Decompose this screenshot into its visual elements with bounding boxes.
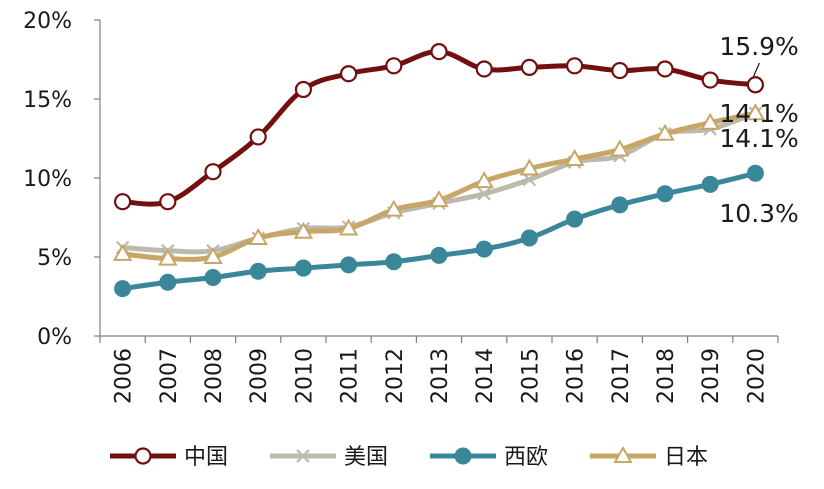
data-point-japan	[338, 218, 359, 236]
legend-label: 中国	[184, 445, 228, 470]
data-point-china	[294, 80, 312, 99]
series-western-europe	[114, 164, 764, 298]
y-tick-label: 15%	[23, 88, 72, 113]
data-point-western-europe	[611, 196, 629, 214]
data-point-china	[746, 76, 765, 94]
data-point-western-europe	[746, 164, 764, 182]
data-point-china	[340, 65, 358, 83]
legend-item-usa: 美国	[270, 445, 388, 470]
data-point-japan	[248, 228, 268, 246]
data-point-china	[430, 42, 448, 61]
x-tick-label: 2008	[202, 348, 227, 404]
data-point-china	[204, 163, 222, 181]
x-tick-label: 2018	[654, 348, 679, 404]
series-china	[113, 42, 765, 211]
data-point-japan	[203, 246, 223, 264]
annotation-leader-line	[752, 62, 760, 78]
data-point-usa	[477, 187, 491, 201]
x-tick-label: 2009	[247, 348, 272, 404]
y-tick-label: 5%	[37, 246, 72, 271]
data-point-western-europe	[656, 185, 674, 203]
annotation-japan: 14.1%	[719, 124, 798, 153]
chart-series	[112, 42, 766, 298]
data-point-china	[656, 60, 674, 78]
data-point-china	[611, 61, 629, 80]
data-point-japan	[564, 149, 585, 167]
data-point-western-europe	[701, 175, 719, 193]
data-point-japan	[700, 112, 720, 130]
data-point-western-europe	[340, 256, 358, 274]
legend-marker	[296, 449, 310, 463]
data-point-western-europe	[520, 229, 538, 247]
legend-item-western-europe: 西欧	[430, 445, 548, 470]
data-point-japan	[519, 158, 540, 176]
data-point-japan	[610, 139, 630, 157]
x-tick-label: 2017	[609, 348, 634, 404]
annotation-usa: 14.1%	[719, 99, 798, 128]
data-point-western-europe	[114, 280, 132, 298]
annotation-china: 15.9%	[719, 32, 798, 61]
data-point-western-europe	[385, 253, 403, 271]
data-point-china	[249, 128, 267, 146]
x-tick-label: 2019	[699, 348, 724, 404]
chart-axes	[94, 19, 779, 343]
data-point-western-europe	[159, 273, 177, 291]
data-point-western-europe	[430, 246, 448, 264]
legend-marker	[613, 445, 633, 463]
data-point-japan	[158, 248, 178, 266]
data-point-japan	[112, 243, 133, 261]
legend-marker	[454, 447, 472, 465]
data-point-japan	[429, 190, 449, 208]
data-point-japan	[384, 199, 404, 217]
data-point-china	[475, 60, 493, 78]
legend-item-japan: 日本	[590, 445, 708, 470]
data-point-japan	[655, 123, 675, 141]
series-japan	[112, 103, 766, 266]
data-point-china	[385, 57, 403, 75]
x-tick-label: 2013	[428, 348, 453, 404]
x-tick-label: 2020	[744, 348, 769, 404]
data-point-china	[520, 58, 539, 77]
data-point-china	[701, 71, 719, 89]
data-point-western-europe	[475, 240, 493, 258]
data-point-japan	[293, 221, 314, 239]
data-point-usa	[522, 172, 537, 187]
legend-item-china: 中国	[110, 445, 228, 470]
x-tick-label: 2014	[473, 348, 498, 404]
y-tick-label: 10%	[23, 167, 72, 192]
legend-marker	[134, 447, 152, 465]
chart-annotations: 15.9% 14.1%14.1% 10.3%	[719, 32, 798, 228]
x-tick-label: 2011	[338, 348, 363, 404]
data-point-japan	[474, 171, 494, 189]
x-tick-label: 2006	[112, 348, 137, 404]
x-tick-labels: 2006 2007 2008 2009 2010 2011 2012 2013 2014 2015…	[112, 348, 770, 404]
data-point-western-europe	[204, 269, 222, 287]
x-tick-label: 2007	[157, 348, 182, 404]
data-point-china	[565, 57, 584, 75]
data-point-western-europe	[249, 262, 267, 280]
legend-label: 美国	[344, 445, 388, 470]
x-tick-label: 2010	[292, 348, 317, 404]
x-tick-label: 2016	[564, 348, 589, 404]
y-tick-label: 0%	[37, 325, 72, 350]
data-point-china	[113, 193, 132, 211]
chart-legend: 中国 美国 西欧 日本	[110, 445, 708, 470]
x-tick-label: 2012	[383, 348, 408, 404]
y-tick-label: 20%	[23, 9, 72, 34]
data-point-japan	[745, 103, 766, 121]
data-point-western-europe	[566, 210, 584, 228]
y-tick-labels: 0% 5% 10% 15% 20%	[23, 9, 72, 350]
data-point-western-europe	[294, 259, 312, 277]
data-point-china	[159, 193, 177, 211]
legend-label: 日本	[664, 445, 708, 470]
legend-label: 西欧	[504, 445, 548, 470]
annotation-western-europe: 10.3%	[719, 199, 798, 228]
x-tick-label: 2015	[518, 348, 543, 404]
